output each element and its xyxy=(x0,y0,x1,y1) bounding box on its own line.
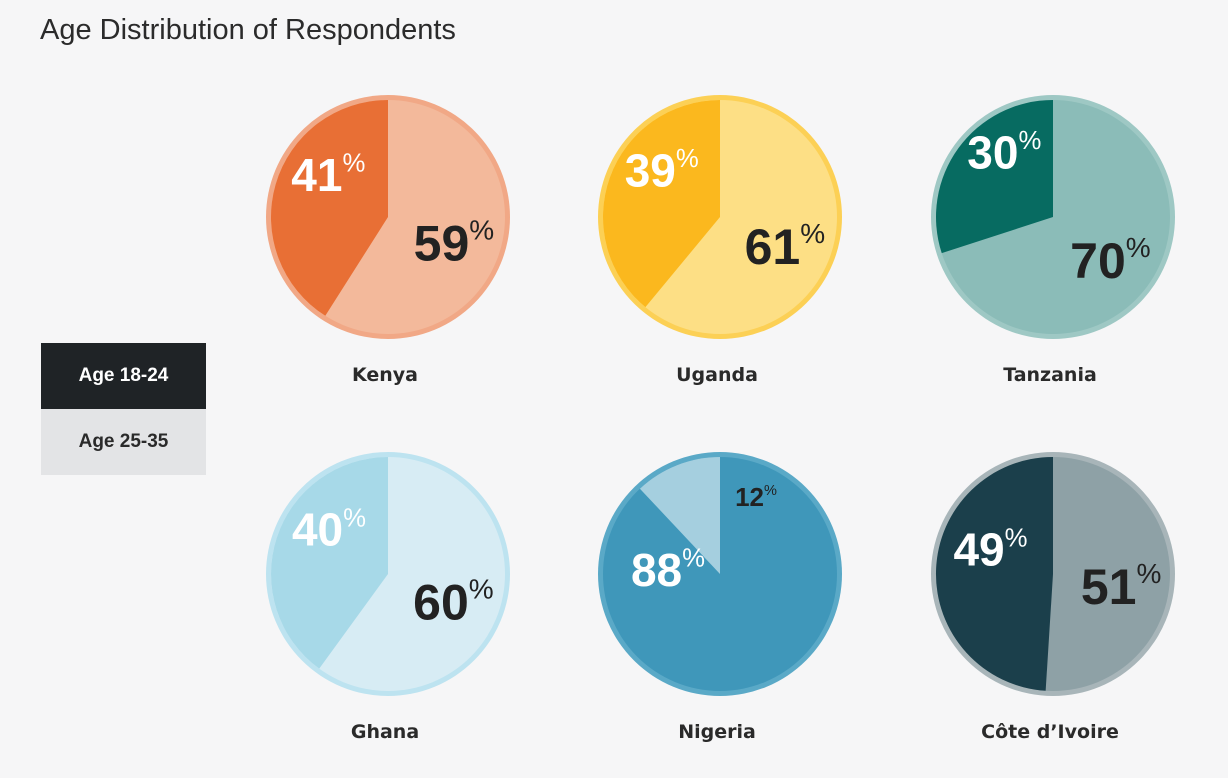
data-label-age-18-24: 12% xyxy=(735,482,777,512)
pie-kenya: 41% 59% Kenya xyxy=(266,95,510,386)
pie-cote-d-ivoire: 49% 51% Côte d’Ivoire xyxy=(931,452,1175,743)
pie-slice-age-18-24 xyxy=(936,100,1053,254)
country-label-tanzania: Tanzania xyxy=(1003,364,1097,386)
country-label-nigeria: Nigeria xyxy=(678,721,756,743)
legend: Age 18-24 Age 25-35 xyxy=(41,343,206,475)
pie-uganda: 39% 61% Uganda xyxy=(598,95,842,386)
pie-tanzania: 30% 70% Tanzania xyxy=(931,95,1175,386)
data-label-age-18-24: 41% xyxy=(291,149,365,201)
pie-slice-age-18-24 xyxy=(270,100,388,316)
data-label-age-25-35: 60% xyxy=(413,573,494,630)
legend-item-age-18-24[interactable]: Age 18-24 xyxy=(41,343,206,409)
pie-nigeria: 12% 88% Nigeria xyxy=(598,452,842,743)
country-label-cote-d-ivoire: Côte d’Ivoire xyxy=(981,721,1119,743)
pie-slice-age-18-24 xyxy=(935,457,1053,691)
pie-slice-age-18-24 xyxy=(639,457,720,574)
data-label-age-18-24: 39% xyxy=(625,144,699,196)
pie-slice-age-18-24 xyxy=(602,100,720,308)
pie-ghana: 40% 60% Ghana xyxy=(266,452,510,743)
data-label-age-25-35: 59% xyxy=(414,215,495,272)
data-label-age-18-24: 49% xyxy=(953,524,1027,576)
data-label-age-25-35: 88% xyxy=(631,544,705,596)
data-label-age-18-24: 40% xyxy=(292,504,366,556)
chart-title: Age Distribution of Respondents xyxy=(40,14,456,46)
country-label-uganda: Uganda xyxy=(676,364,758,386)
data-label-age-25-35: 51% xyxy=(1081,558,1162,615)
country-label-kenya: Kenya xyxy=(352,364,418,386)
data-label-age-25-35: 61% xyxy=(745,218,826,275)
country-label-ghana: Ghana xyxy=(351,721,419,743)
data-label-age-18-24: 30% xyxy=(967,126,1041,178)
data-label-age-25-35: 70% xyxy=(1070,232,1151,289)
pie-slice-age-18-24 xyxy=(271,457,388,669)
legend-item-age-25-35[interactable]: Age 25-35 xyxy=(41,409,206,475)
